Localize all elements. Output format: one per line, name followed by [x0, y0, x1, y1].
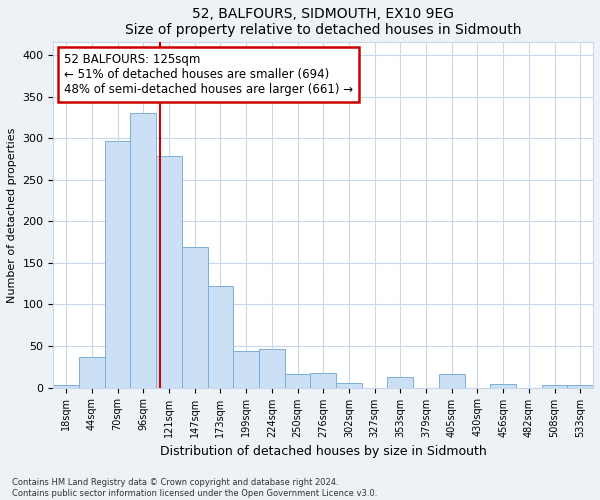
Bar [542, 385, 568, 388]
Bar [388, 377, 413, 388]
Bar [156, 156, 182, 388]
Bar [336, 384, 362, 388]
Bar [233, 351, 259, 388]
Bar [259, 350, 284, 388]
Y-axis label: Number of detached properties: Number of detached properties [7, 128, 17, 302]
Bar [439, 374, 464, 388]
Text: Contains HM Land Registry data © Crown copyright and database right 2024.
Contai: Contains HM Land Registry data © Crown c… [12, 478, 377, 498]
Text: 52 BALFOURS: 125sqm
← 51% of detached houses are smaller (694)
48% of semi-detac: 52 BALFOURS: 125sqm ← 51% of detached ho… [64, 53, 353, 96]
Bar [105, 142, 130, 388]
Bar [130, 113, 156, 388]
Bar [208, 286, 233, 388]
Title: 52, BALFOURS, SIDMOUTH, EX10 9EG
Size of property relative to detached houses in: 52, BALFOURS, SIDMOUTH, EX10 9EG Size of… [125, 7, 521, 37]
Bar [79, 357, 105, 388]
Bar [310, 374, 336, 388]
Bar [284, 374, 310, 388]
Bar [53, 385, 79, 388]
X-axis label: Distribution of detached houses by size in Sidmouth: Distribution of detached houses by size … [160, 445, 487, 458]
Bar [568, 385, 593, 388]
Bar [182, 247, 208, 388]
Bar [490, 384, 516, 388]
